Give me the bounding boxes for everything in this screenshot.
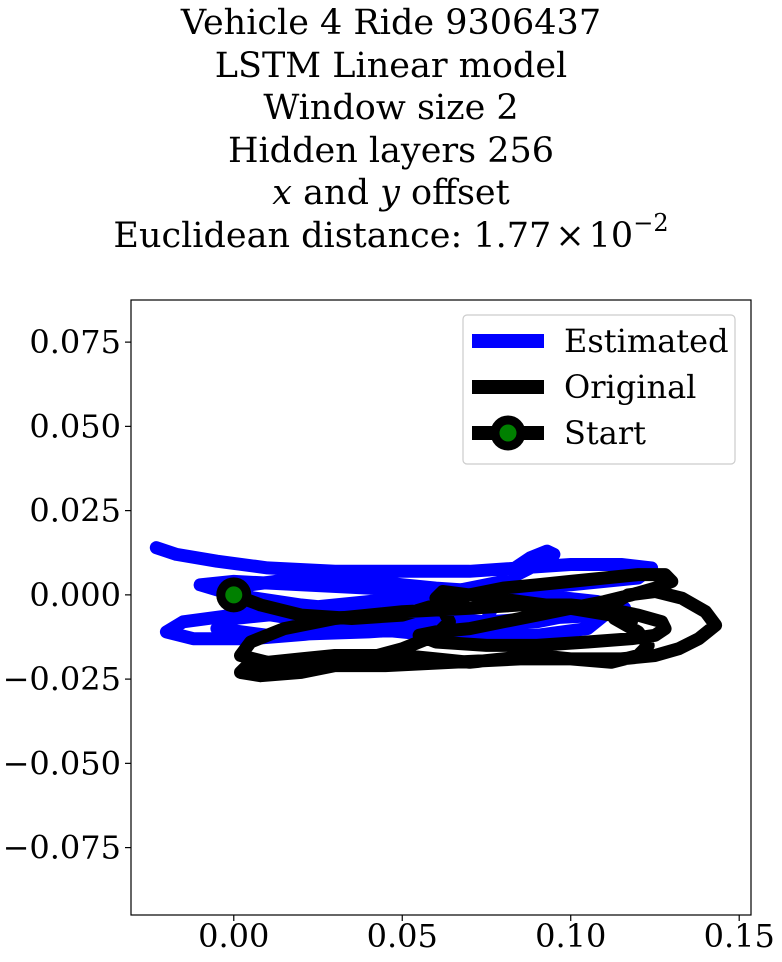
title-offset-suffix: offset bbox=[399, 173, 510, 214]
plot-frame bbox=[130, 299, 752, 916]
title-line-hidden: Hidden layers 256 bbox=[227, 130, 555, 171]
y-tick-label: 0.075 bbox=[29, 323, 121, 361]
y-tick-label: 0.000 bbox=[29, 576, 121, 614]
x-axis: 0.00 0.05 0.10 0.15 bbox=[198, 915, 775, 955]
distance-mantissa: 1.77 bbox=[473, 215, 552, 256]
title-and: and bbox=[292, 173, 381, 214]
distance-times: × bbox=[555, 215, 585, 256]
distance-exponent: −2 bbox=[633, 209, 669, 238]
x-tick-label: 0.00 bbox=[198, 917, 269, 955]
y-tick-label: −0.025 bbox=[3, 660, 121, 698]
legend-label-start: Start bbox=[564, 414, 646, 452]
y-tick-label: −0.050 bbox=[3, 744, 121, 782]
legend-label-estimated: Estimated bbox=[564, 322, 729, 360]
y-tick-label: 0.025 bbox=[29, 492, 121, 530]
title-y-var: y bbox=[380, 173, 400, 214]
title-line-model: LSTM Linear model bbox=[214, 45, 568, 86]
chart-title: Vehicle 4 Ride 9306437 LSTM Linear model… bbox=[0, 2, 782, 258]
legend-label-original: Original bbox=[564, 368, 696, 406]
y-tick-label: 0.050 bbox=[29, 407, 121, 445]
legend: Estimated Original Start bbox=[462, 314, 736, 465]
y-tick-label: −0.075 bbox=[3, 829, 121, 867]
series-layer bbox=[149, 541, 723, 683]
distance-label: Euclidean distance: bbox=[113, 215, 474, 256]
start-marker bbox=[216, 577, 252, 613]
title-line-offset: x and y offset bbox=[0, 172, 782, 215]
legend-swatch-start-marker bbox=[490, 415, 526, 451]
title-line-distance: Euclidean distance: 1.77 × 10−2 bbox=[0, 211, 782, 258]
x-tick-label: 0.05 bbox=[367, 917, 438, 955]
title-line-vehicle: Vehicle 4 Ride 9306437 bbox=[180, 3, 602, 43]
y-axis: 0.075 0.050 0.025 0.000 −0.025 −0.050 −0.075 bbox=[3, 323, 131, 867]
title-x-var: x bbox=[272, 173, 293, 214]
title-line-window: Window size 2 bbox=[263, 88, 519, 129]
x-tick-label: 0.10 bbox=[535, 917, 606, 955]
distance-base: 10 bbox=[588, 215, 634, 256]
x-tick-label: 0.15 bbox=[704, 917, 775, 955]
series-line-original bbox=[227, 568, 723, 683]
